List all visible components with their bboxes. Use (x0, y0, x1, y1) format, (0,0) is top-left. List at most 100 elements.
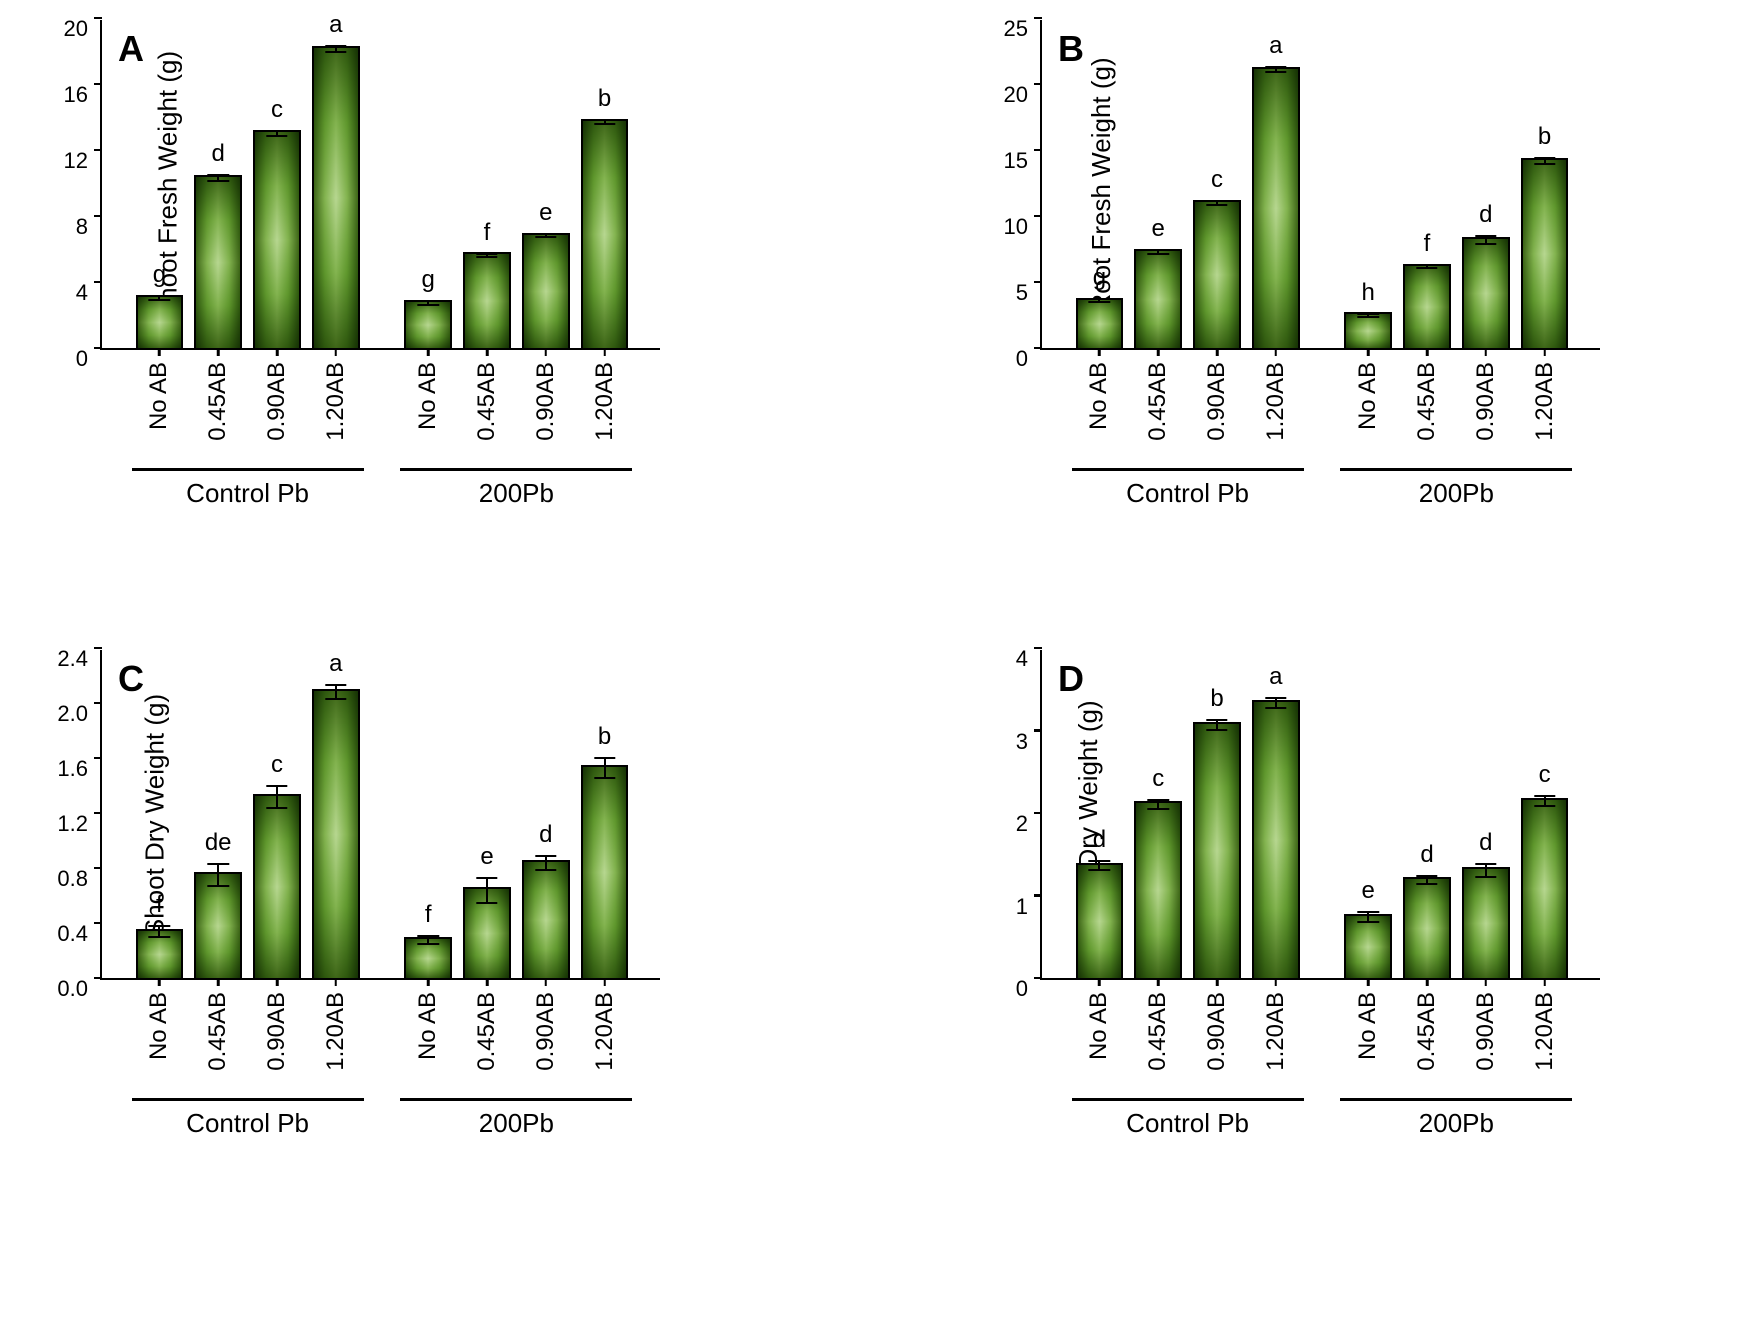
group-label: 200Pb (479, 1108, 554, 1139)
significance-letter: b (1538, 123, 1551, 151)
ytick-mark (1034, 17, 1042, 20)
error-cap (417, 943, 438, 945)
xtick-mark (1367, 348, 1370, 356)
xtick-label: 1.20AB (591, 992, 619, 1071)
significance-letter: a (329, 650, 342, 678)
ytick-label: 1 (1016, 894, 1042, 920)
bar (404, 300, 452, 348)
xtick-label: 0.90AB (1203, 362, 1231, 441)
panel-B: Root Fresh Weight (g)B0510152025gNo ABe0… (960, 20, 1600, 530)
group-underline (132, 1098, 364, 1101)
error-cap (1089, 869, 1110, 871)
ytick-label: 0.0 (57, 976, 102, 1002)
significance-letter: c (1152, 765, 1164, 793)
significance-letter: e (539, 199, 552, 227)
error-cap (1147, 253, 1168, 255)
error-cap (1206, 719, 1227, 721)
error-cap (1534, 157, 1555, 159)
ytick-label: 16 (64, 82, 102, 108)
ytick-mark (94, 83, 102, 86)
ytick-mark (94, 977, 102, 980)
group-label: 200Pb (1419, 478, 1494, 509)
error-cap (1206, 204, 1227, 206)
bar (194, 175, 242, 348)
error-cap (1475, 235, 1496, 237)
xtick-mark (276, 978, 279, 986)
error-cap (325, 698, 346, 700)
xtick-mark (545, 348, 548, 356)
ytick-mark (94, 867, 102, 870)
bar (1134, 801, 1182, 978)
error-cap (476, 877, 497, 879)
bar (1462, 867, 1510, 978)
bar (581, 119, 629, 348)
xtick-label: No AB (145, 362, 173, 430)
panel-letter: B (1058, 28, 1084, 70)
xtick-mark (1485, 348, 1488, 356)
error-cap (1147, 799, 1168, 801)
bar (312, 46, 360, 348)
significance-letter: e (1152, 215, 1165, 243)
significance-letter: c (271, 96, 283, 124)
ytick-label: 12 (64, 148, 102, 174)
group-underline (132, 468, 364, 471)
error-cap (1357, 313, 1378, 315)
significance-letter: a (1269, 32, 1282, 60)
error-bar (604, 757, 606, 776)
error-cap (325, 684, 346, 686)
xtick-mark (1216, 348, 1219, 356)
xtick-label: 1.20AB (1531, 362, 1559, 441)
significance-letter: d (1093, 826, 1106, 854)
xtick-mark (427, 978, 430, 986)
xtick-mark (1543, 348, 1546, 356)
error-cap (1265, 707, 1286, 709)
significance-letter: b (1210, 685, 1223, 713)
xtick-mark (1426, 348, 1429, 356)
error-cap (207, 863, 228, 865)
error-cap (417, 304, 438, 306)
bar (253, 130, 301, 348)
xtick-mark (335, 348, 338, 356)
xtick-label: 0.90AB (263, 992, 291, 1071)
error-cap (207, 885, 228, 887)
error-cap (1534, 795, 1555, 797)
xtick-label: 0.45AB (1413, 992, 1441, 1071)
significance-letter: g (1093, 264, 1106, 292)
error-cap (1265, 71, 1286, 73)
error-cap (149, 299, 170, 301)
error-cap (149, 295, 170, 297)
ytick-mark (94, 702, 102, 705)
significance-letter: g (153, 261, 166, 289)
xtick-label: 1.20AB (322, 992, 350, 1071)
xtick-label: No AB (145, 992, 173, 1060)
xtick-label: 0.90AB (263, 362, 291, 441)
panel-letter: A (118, 28, 144, 70)
error-cap (1147, 808, 1168, 810)
ytick-label: 0.8 (57, 866, 102, 892)
bar (1076, 863, 1124, 979)
group-label: Control Pb (1126, 478, 1249, 509)
error-bar (486, 877, 488, 902)
error-cap (207, 180, 228, 182)
error-cap (476, 902, 497, 904)
error-cap (1416, 875, 1437, 877)
error-cap (594, 777, 615, 779)
error-cap (266, 135, 287, 137)
error-cap (266, 130, 287, 132)
ytick-mark (1034, 647, 1042, 650)
xtick-mark (1216, 978, 1219, 986)
xtick-label: 0.90AB (1472, 362, 1500, 441)
group-underline (1072, 468, 1304, 471)
xtick-label: 1.20AB (322, 362, 350, 441)
bar (1403, 877, 1451, 978)
ytick-label: 2.0 (57, 701, 102, 727)
significance-letter: c (271, 751, 283, 779)
xtick-mark (1426, 978, 1429, 986)
panel-D: Root Dry Weight (g)D01234dNo ABc0.45ABb0… (960, 650, 1600, 1160)
plot-area: B0510152025gNo ABe0.45ABc0.90ABa1.20ABhN… (1040, 20, 1600, 350)
xtick-label: 0.45AB (473, 992, 501, 1071)
panel-letter: C (118, 658, 144, 700)
ytick-label: 3 (1016, 729, 1042, 755)
ytick-label: 4 (76, 280, 102, 306)
xtick-label: 0.45AB (204, 362, 232, 441)
